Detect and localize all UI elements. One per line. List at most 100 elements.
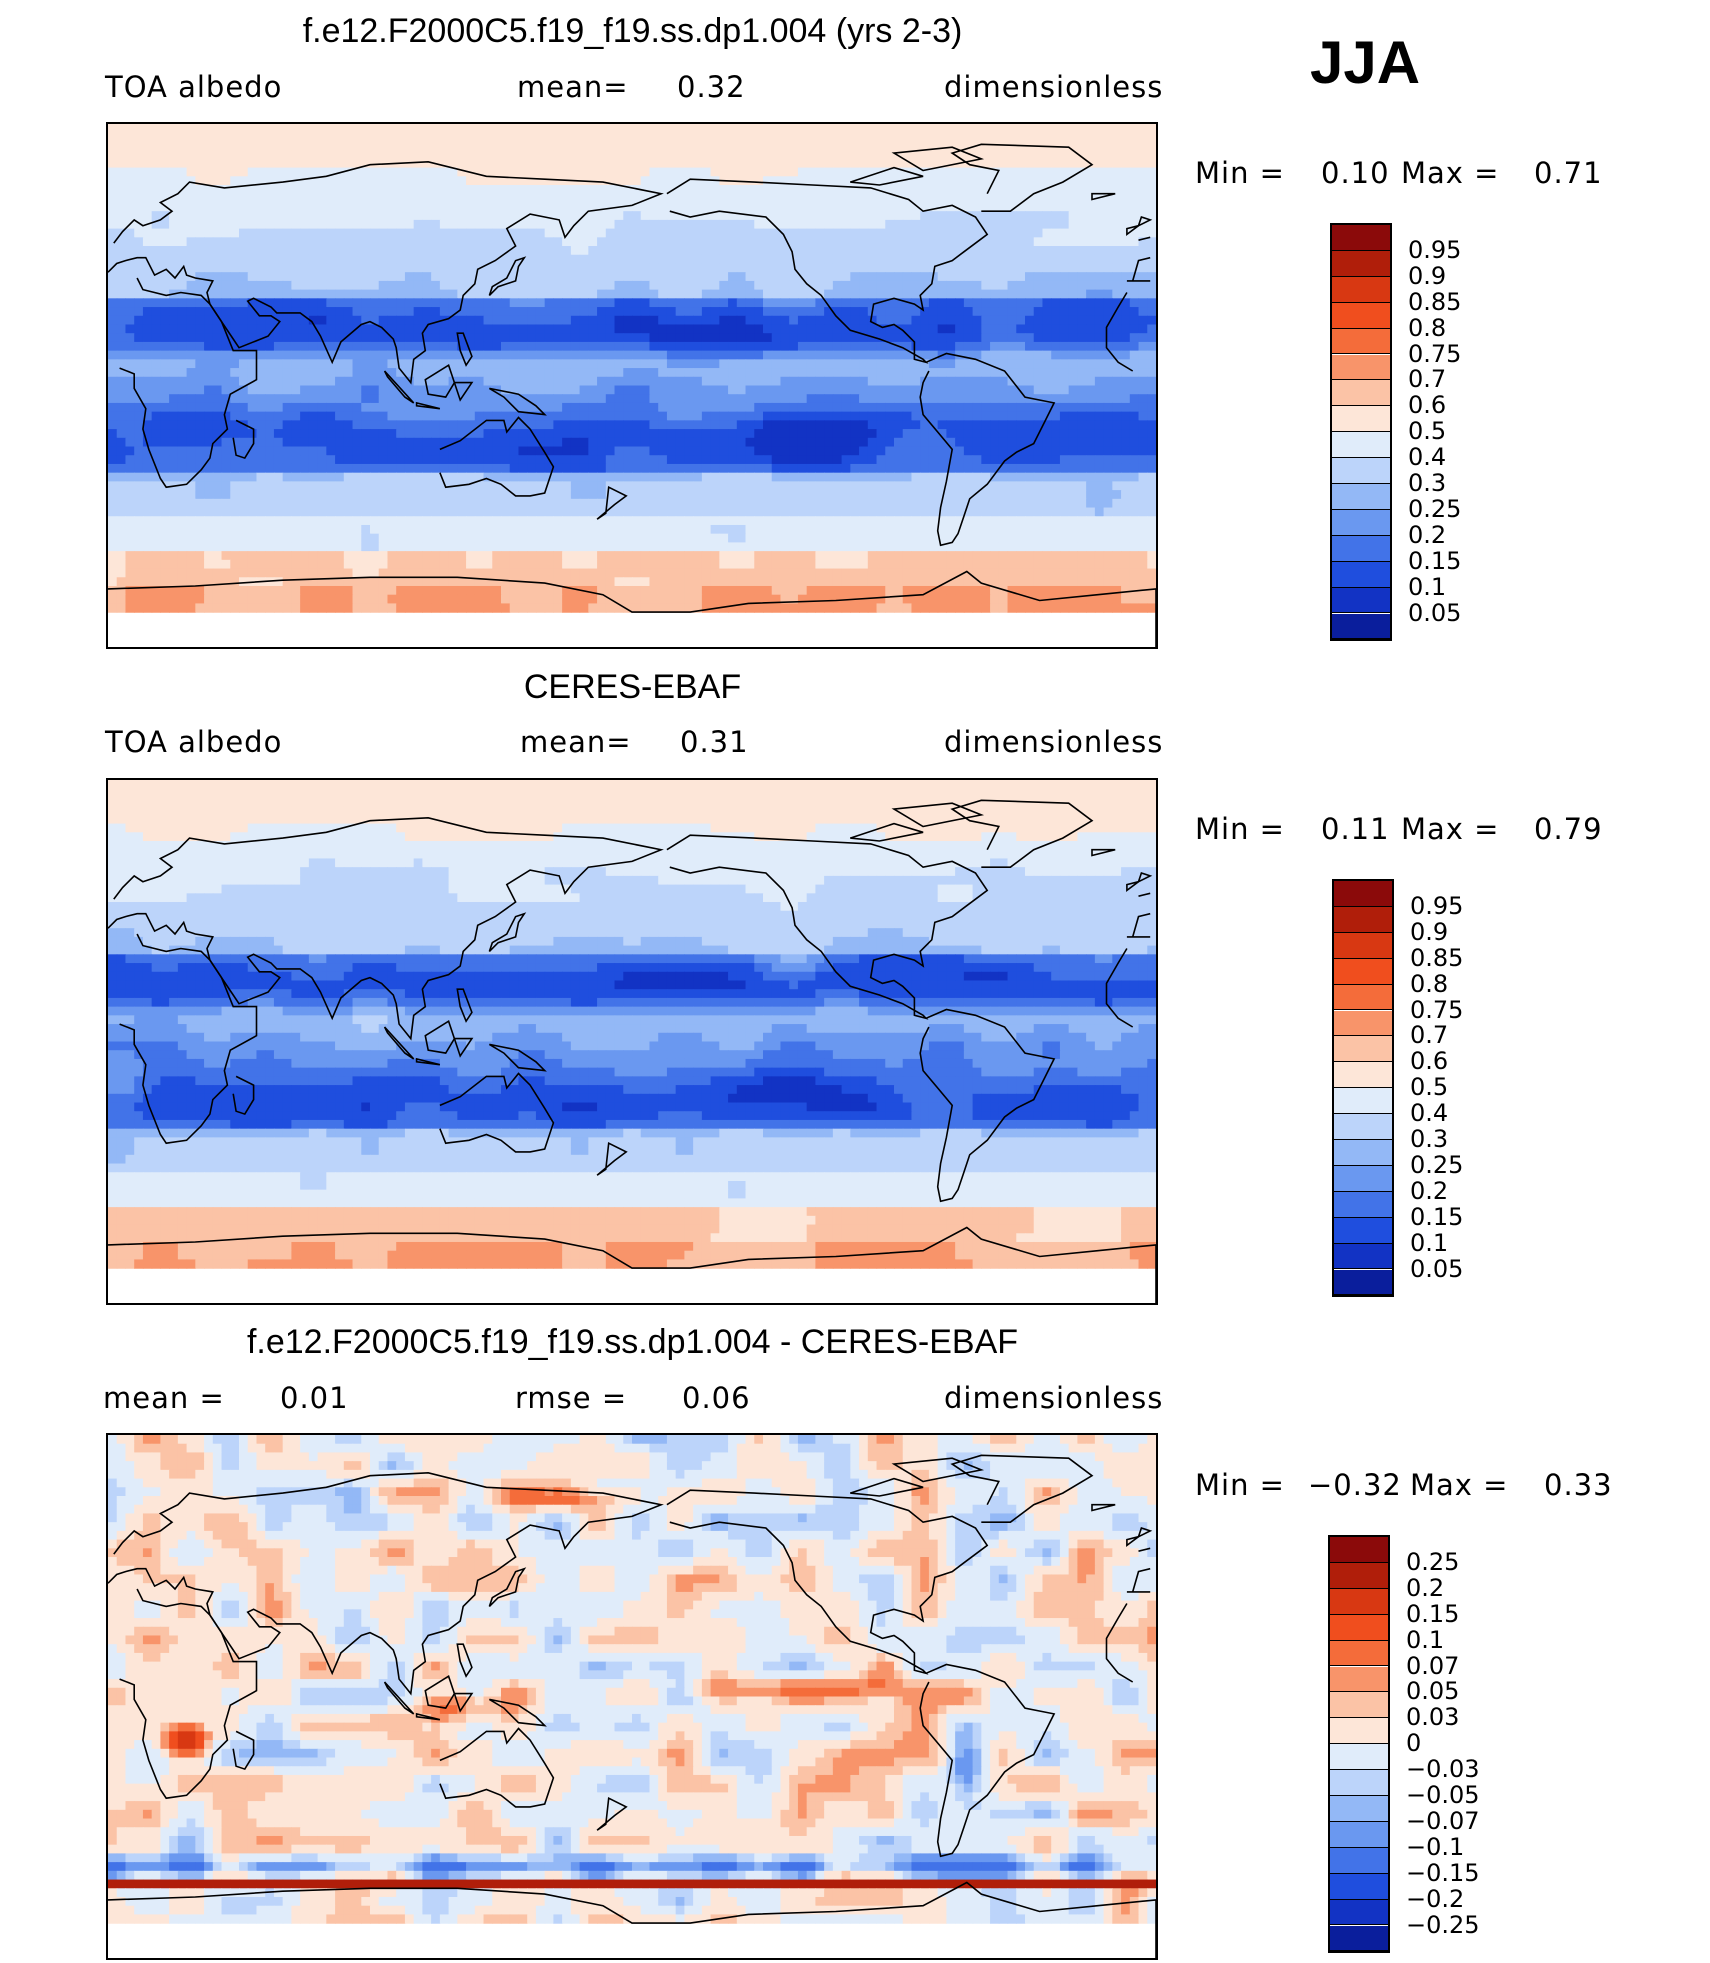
diff-colorbar-label: 0.07 xyxy=(1406,1652,1459,1680)
panel-1-title: f.e12.F2000C5.f19_f19.ss.dp1.004 (yrs 2-… xyxy=(0,12,1265,51)
panel-2-variable: TOA albedo xyxy=(105,725,282,759)
diff-colorbar-box xyxy=(1330,1562,1388,1589)
albedo-2-colorbar-box xyxy=(1334,1243,1392,1270)
albedo-1-colorbar-label: 0.05 xyxy=(1408,599,1461,627)
albedo-1-colorbar-label: 0.95 xyxy=(1408,236,1461,264)
field-cells xyxy=(108,124,1156,613)
island-coastline xyxy=(891,802,985,828)
island-coastline xyxy=(424,1019,456,1054)
island-coastline xyxy=(415,1712,441,1721)
albedo-1-colorbar-box xyxy=(1332,250,1390,277)
albedo-2-colorbar-label: 0.95 xyxy=(1410,892,1463,920)
albedo-2-colorbar-label: 0.4 xyxy=(1410,1099,1448,1127)
diff-colorbar-label: −0.05 xyxy=(1406,1781,1480,1809)
panel-2-mean-label: mean= xyxy=(520,725,632,759)
island-coastline xyxy=(488,1043,547,1072)
panel-3-rmse-value: 0.06 xyxy=(682,1381,751,1415)
diff-colorbar-label: 0.1 xyxy=(1406,1626,1444,1654)
island-coastline xyxy=(1126,880,1139,892)
albedo-1-colorbar-box xyxy=(1332,458,1390,484)
albedo-2-colorbar-box xyxy=(1334,1088,1392,1115)
albedo-1-colorbar-box xyxy=(1332,535,1390,562)
madagascar-coastline xyxy=(232,1075,255,1116)
island-coastline xyxy=(850,166,924,186)
diff-colorbar-box xyxy=(1330,1925,1388,1952)
panel-3-title: f.e12.F2000C5.f19_f19.ss.dp1.004 - CERES… xyxy=(0,1323,1265,1362)
greenland-coastline xyxy=(950,1454,1094,1523)
diff-colorbar-box xyxy=(1330,1718,1388,1745)
albedo-1-colorbar-box xyxy=(1332,225,1390,251)
island-coastline xyxy=(596,1141,628,1176)
albedo-2-colorbar-box xyxy=(1334,1140,1392,1166)
albedo-2-colorbar-label: 0.15 xyxy=(1410,1203,1463,1231)
albedo-1-colorbar-label: 0.8 xyxy=(1408,314,1446,342)
panel-3-mean-value: 0.01 xyxy=(280,1381,349,1415)
albedo-2-colorbar-box xyxy=(1334,906,1392,933)
panel-3-map-svg xyxy=(108,1435,1156,1958)
albedo-2-colorbar-box xyxy=(1334,984,1392,1011)
albedo-1-colorbar-label: 0.85 xyxy=(1408,288,1461,316)
diff-colorbar-label: −0.07 xyxy=(1406,1807,1480,1835)
albedo-1-colorbar-label: 0.3 xyxy=(1408,469,1446,497)
island-coastline xyxy=(488,1698,547,1727)
panel-1-mean-value: 0.32 xyxy=(677,70,746,104)
panel-3-rmse-label: rmse = xyxy=(515,1381,627,1415)
diff-colorbar-label: −0.1 xyxy=(1406,1833,1464,1861)
panel-1-max-value: 0.71 xyxy=(1534,156,1603,190)
albedo-2-colorbar-label: 0.1 xyxy=(1410,1229,1448,1257)
island-coastline xyxy=(891,1457,985,1483)
island-coastline xyxy=(415,401,441,410)
albedo-2-colorbar-box xyxy=(1334,881,1392,907)
island-coastline xyxy=(1091,1503,1116,1512)
albedo-2-colorbar-label: 0.9 xyxy=(1410,918,1448,946)
island-coastline xyxy=(1126,224,1139,236)
antarctica-coastline xyxy=(108,570,1156,647)
coastlines xyxy=(108,143,1156,647)
field-cells xyxy=(108,1435,1156,1924)
greenland-coastline xyxy=(950,799,1094,868)
albedo-1-colorbar-box xyxy=(1332,276,1390,303)
australia-coastline xyxy=(439,1727,555,1808)
greenland-coastline xyxy=(950,143,1094,212)
panel-3-min-label: Min = xyxy=(1195,1468,1285,1502)
island-coastline xyxy=(488,256,527,296)
madagascar-coastline xyxy=(232,419,255,460)
albedo-1-colorbar-box xyxy=(1332,354,1390,381)
island-coastline xyxy=(415,1057,441,1066)
diff-colorbar-label: −0.2 xyxy=(1406,1885,1464,1913)
albedo-2-colorbar-box xyxy=(1334,1010,1392,1037)
africa-coastline xyxy=(119,1588,1151,1800)
diff-colorbar-box xyxy=(1330,1614,1388,1641)
coastlines xyxy=(108,799,1156,1303)
diff-colorbar-box xyxy=(1330,1821,1388,1848)
island-coastline xyxy=(850,1477,924,1497)
eurasia-coastline xyxy=(108,1471,1151,1696)
diff-colorbar-box xyxy=(1330,1899,1388,1926)
albedo-1-colorbar-label: 0.6 xyxy=(1408,391,1446,419)
albedo-2-colorbar-box xyxy=(1334,1114,1392,1140)
island-coastline xyxy=(850,822,924,842)
island-coastline xyxy=(596,485,628,520)
island-coastline xyxy=(453,381,474,402)
panel-2-max-label: Max = xyxy=(1401,812,1499,846)
albedo-1-colorbar-label: 0.75 xyxy=(1408,340,1461,368)
diff-colorbar-label: 0.25 xyxy=(1406,1548,1459,1576)
albedo-2-colorbar-box xyxy=(1334,1269,1392,1296)
island-coastline xyxy=(456,1643,473,1678)
island-coastline xyxy=(488,387,547,416)
panel-3-map xyxy=(106,1433,1158,1960)
island-coastline xyxy=(453,1692,474,1713)
diff-colorbar-box xyxy=(1330,1796,1388,1822)
albedo-2-colorbar-box xyxy=(1334,1217,1392,1244)
diff-colorbar-box xyxy=(1330,1770,1388,1796)
eurasia-coastline xyxy=(108,816,1151,1041)
albedo-1-colorbar-box xyxy=(1332,328,1390,355)
panel-1-mean-label: mean= xyxy=(517,70,629,104)
albedo-1-colorbar-label: 0.7 xyxy=(1408,365,1446,393)
diff-colorbar-box xyxy=(1330,1847,1388,1874)
field-cells xyxy=(108,780,1156,1269)
panel-3-mean-label: mean = xyxy=(103,1381,225,1415)
panel-2-max-value: 0.79 xyxy=(1534,812,1603,846)
albedo-2-colorbar-label: 0.75 xyxy=(1410,996,1463,1024)
albedo-1-colorbar-label: 0.5 xyxy=(1408,417,1446,445)
